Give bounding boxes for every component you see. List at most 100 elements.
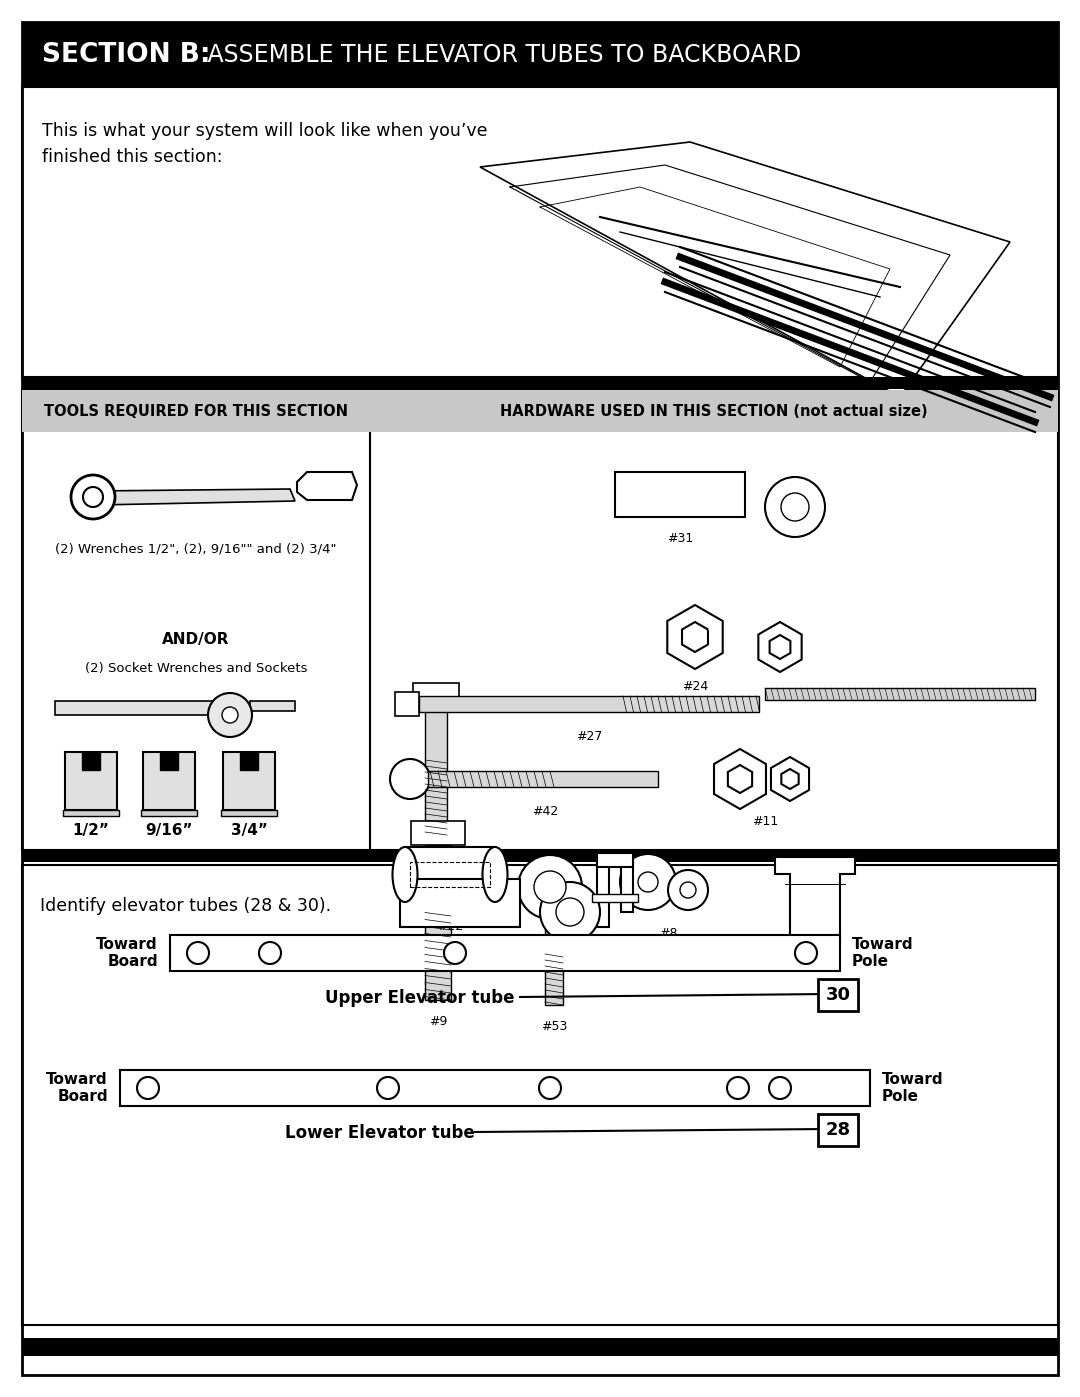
Bar bbox=[818, 1113, 858, 1146]
Bar bbox=[370, 390, 1058, 432]
Polygon shape bbox=[297, 472, 357, 500]
Bar bbox=[141, 810, 197, 816]
Text: Upper Elevator tube: Upper Elevator tube bbox=[325, 989, 515, 1007]
Bar bbox=[615, 472, 745, 517]
Text: Toward
Board: Toward Board bbox=[46, 1071, 108, 1104]
Text: This is what your system will look like when you’ve
finished this section:: This is what your system will look like … bbox=[42, 122, 487, 166]
Bar bbox=[22, 22, 1058, 87]
Polygon shape bbox=[667, 605, 723, 669]
Text: ASSEMBLE THE ELEVATOR TUBES TO BACKBOARD: ASSEMBLE THE ELEVATOR TUBES TO BACKBOARD bbox=[200, 42, 801, 67]
Circle shape bbox=[534, 870, 566, 902]
Text: #53: #53 bbox=[541, 1020, 567, 1032]
Text: #27: #27 bbox=[576, 731, 603, 743]
Bar bbox=[428, 771, 658, 787]
Circle shape bbox=[83, 488, 103, 507]
Bar bbox=[22, 1338, 1058, 1356]
Bar bbox=[818, 979, 858, 1011]
Text: HARDWARE USED IN THIS SECTION (not actual size): HARDWARE USED IN THIS SECTION (not actua… bbox=[500, 404, 928, 419]
Text: #22: #22 bbox=[437, 921, 463, 933]
Polygon shape bbox=[714, 749, 766, 809]
Text: AND/OR: AND/OR bbox=[162, 631, 230, 647]
Bar bbox=[160, 752, 178, 770]
Text: #41 (1): #41 (1) bbox=[791, 957, 839, 970]
Circle shape bbox=[137, 1077, 159, 1099]
Circle shape bbox=[556, 898, 584, 926]
Polygon shape bbox=[93, 489, 295, 504]
Text: Toward
Board: Toward Board bbox=[96, 937, 158, 970]
Bar bbox=[22, 849, 1058, 862]
Circle shape bbox=[669, 870, 708, 909]
Bar bbox=[400, 879, 519, 928]
Circle shape bbox=[680, 882, 696, 898]
Text: #31: #31 bbox=[666, 532, 693, 545]
Bar bbox=[55, 701, 225, 715]
Bar bbox=[426, 845, 451, 1000]
Text: Identify elevator tubes (28 & 30).: Identify elevator tubes (28 & 30). bbox=[40, 897, 332, 915]
Ellipse shape bbox=[483, 847, 508, 902]
Bar bbox=[22, 390, 1058, 849]
Bar bbox=[395, 692, 419, 717]
Bar bbox=[597, 854, 633, 868]
Text: 30: 30 bbox=[825, 986, 851, 1004]
Circle shape bbox=[187, 942, 210, 964]
Text: #42: #42 bbox=[531, 805, 558, 819]
Circle shape bbox=[769, 1077, 791, 1099]
Bar bbox=[410, 862, 490, 887]
Circle shape bbox=[765, 476, 825, 536]
Polygon shape bbox=[728, 766, 752, 793]
Polygon shape bbox=[480, 142, 1010, 397]
Circle shape bbox=[518, 855, 582, 919]
Text: Toward
Pole: Toward Pole bbox=[852, 937, 914, 970]
Bar bbox=[120, 1070, 870, 1106]
Polygon shape bbox=[781, 768, 799, 789]
Circle shape bbox=[259, 942, 281, 964]
Text: TOOLS REQUIRED FOR THIS SECTION: TOOLS REQUIRED FOR THIS SECTION bbox=[44, 404, 348, 419]
Bar bbox=[413, 683, 459, 705]
Circle shape bbox=[620, 854, 676, 909]
Bar bbox=[143, 752, 195, 810]
Text: #52: #52 bbox=[592, 947, 618, 960]
Bar bbox=[65, 752, 117, 810]
Bar bbox=[249, 701, 295, 711]
Circle shape bbox=[540, 882, 600, 942]
Text: 3/4”: 3/4” bbox=[230, 823, 268, 837]
Text: #31: #31 bbox=[447, 944, 473, 958]
Bar bbox=[536, 887, 572, 905]
Bar bbox=[22, 87, 1058, 377]
Text: 28: 28 bbox=[825, 1120, 851, 1139]
Polygon shape bbox=[758, 622, 801, 672]
Polygon shape bbox=[681, 622, 708, 652]
Circle shape bbox=[444, 942, 465, 964]
Polygon shape bbox=[771, 757, 809, 800]
Bar bbox=[240, 752, 258, 770]
Bar bbox=[22, 390, 370, 432]
Bar bbox=[82, 752, 100, 770]
Circle shape bbox=[638, 872, 658, 893]
Circle shape bbox=[390, 759, 430, 799]
Text: (2) Socket Wrenches and Sockets: (2) Socket Wrenches and Sockets bbox=[84, 662, 307, 675]
Text: #11: #11 bbox=[752, 814, 778, 828]
Bar bbox=[597, 862, 609, 928]
Circle shape bbox=[727, 1077, 750, 1099]
Circle shape bbox=[71, 475, 114, 520]
Circle shape bbox=[781, 493, 809, 521]
Polygon shape bbox=[775, 856, 855, 942]
Circle shape bbox=[539, 1077, 561, 1099]
Circle shape bbox=[795, 942, 816, 964]
Bar bbox=[592, 894, 638, 902]
Bar bbox=[545, 905, 563, 1004]
Polygon shape bbox=[770, 636, 791, 659]
Circle shape bbox=[222, 707, 238, 724]
Bar bbox=[411, 821, 465, 845]
Bar bbox=[22, 865, 1058, 1324]
Text: 1/2”: 1/2” bbox=[72, 823, 109, 837]
Bar bbox=[426, 705, 447, 835]
Text: SECTION B:: SECTION B: bbox=[42, 42, 211, 67]
Bar bbox=[170, 935, 840, 971]
Text: #9: #9 bbox=[429, 1016, 447, 1028]
Bar bbox=[221, 810, 276, 816]
Circle shape bbox=[377, 1077, 399, 1099]
Bar bbox=[22, 377, 1058, 388]
Text: Toward
Pole: Toward Pole bbox=[882, 1071, 944, 1104]
Text: (2) Wrenches 1/2", (2), 9/16"" and (2) 3/4": (2) Wrenches 1/2", (2), 9/16"" and (2) 3… bbox=[55, 542, 337, 555]
